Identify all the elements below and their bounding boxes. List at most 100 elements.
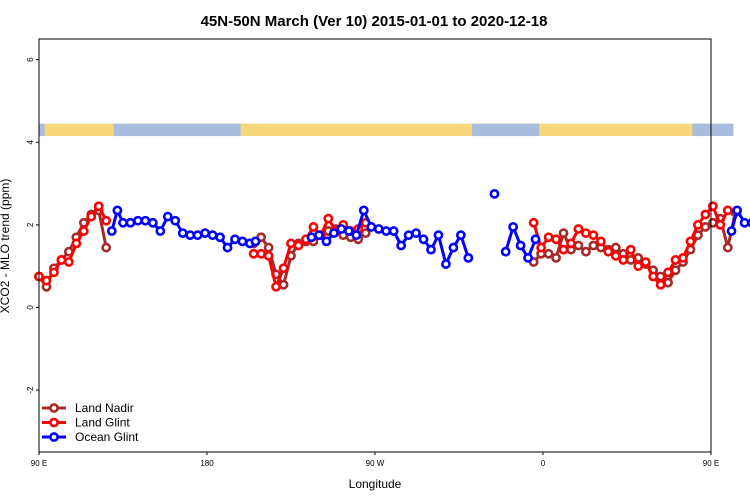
data-point bbox=[455, 230, 466, 241]
data-point bbox=[595, 236, 606, 247]
legend-marker bbox=[49, 403, 59, 413]
data-point bbox=[140, 215, 151, 226]
data-point bbox=[588, 230, 599, 241]
data-point bbox=[360, 228, 371, 239]
series-ocean-glint bbox=[106, 188, 750, 269]
data-point bbox=[192, 230, 203, 241]
data-point bbox=[351, 230, 362, 241]
data-point bbox=[543, 232, 554, 243]
data-point bbox=[558, 244, 569, 255]
data-point bbox=[707, 217, 718, 228]
data-point bbox=[118, 217, 128, 228]
data-point bbox=[248, 248, 259, 259]
data-point bbox=[530, 234, 541, 245]
data-point bbox=[700, 209, 711, 220]
data-point bbox=[732, 205, 743, 216]
data-point bbox=[573, 240, 584, 251]
data-point bbox=[739, 217, 750, 228]
data-point bbox=[101, 215, 112, 226]
data-point bbox=[215, 232, 225, 243]
data-point bbox=[489, 188, 500, 199]
data-point bbox=[573, 224, 584, 234]
data-point bbox=[314, 230, 324, 241]
data-point bbox=[551, 234, 561, 245]
data-point bbox=[678, 252, 688, 263]
y-tick-label: -2 bbox=[26, 386, 35, 394]
data-point bbox=[162, 211, 173, 222]
data-point bbox=[581, 246, 591, 257]
data-point bbox=[358, 205, 369, 216]
x-axis: 90 E 180 90 W 0 90 E bbox=[31, 452, 719, 468]
data-point bbox=[500, 246, 511, 257]
data-point bbox=[633, 261, 644, 272]
data-point bbox=[618, 255, 629, 265]
data-point bbox=[256, 248, 267, 259]
data-point bbox=[230, 234, 240, 245]
data-point bbox=[551, 252, 561, 263]
data-point bbox=[670, 265, 681, 276]
legend-marker bbox=[49, 417, 59, 428]
data-point bbox=[177, 228, 188, 239]
series-line bbox=[38, 204, 108, 283]
data-point bbox=[528, 217, 539, 228]
data-point bbox=[373, 224, 384, 234]
data-point bbox=[112, 205, 123, 216]
data-point bbox=[293, 240, 304, 251]
data-point bbox=[566, 238, 576, 249]
data-point bbox=[101, 242, 112, 253]
data-point bbox=[448, 242, 459, 253]
data-point bbox=[263, 250, 274, 261]
data-point bbox=[543, 248, 554, 259]
data-point bbox=[700, 222, 711, 232]
data-point bbox=[588, 240, 599, 251]
data-point bbox=[515, 240, 526, 251]
data-point bbox=[222, 242, 233, 253]
data-point bbox=[185, 230, 196, 241]
data-point bbox=[433, 230, 444, 241]
band-ocean-segment bbox=[39, 123, 45, 137]
data-point bbox=[670, 255, 681, 265]
data-point bbox=[693, 219, 703, 230]
data-point bbox=[648, 271, 659, 282]
band-ocean-segment bbox=[692, 123, 734, 137]
data-point bbox=[403, 230, 414, 241]
legend-item: Ocean Glint bbox=[42, 430, 139, 444]
x-tick-label: 90 W bbox=[366, 459, 385, 468]
x-tick-label: 0 bbox=[541, 459, 546, 468]
data-point bbox=[610, 242, 621, 253]
data-point bbox=[581, 228, 591, 239]
data-point bbox=[625, 244, 636, 255]
y-tick-label: 2 bbox=[26, 222, 35, 227]
data-point bbox=[63, 257, 74, 267]
data-point bbox=[523, 252, 533, 263]
data-point bbox=[726, 226, 737, 236]
data-point bbox=[536, 242, 547, 253]
data-point bbox=[263, 242, 274, 253]
band-ocean-segment bbox=[472, 123, 540, 137]
data-point bbox=[603, 246, 614, 257]
data-point bbox=[366, 222, 377, 232]
data-point bbox=[125, 217, 136, 228]
data-point bbox=[106, 226, 117, 236]
data-point bbox=[329, 228, 339, 239]
x-axis-label: Longitude bbox=[349, 477, 402, 491]
y-axis: -2 0 2 4 6 bbox=[26, 57, 39, 394]
data-point bbox=[610, 250, 621, 261]
data-point bbox=[508, 222, 519, 232]
data-point bbox=[41, 275, 52, 286]
data-point bbox=[715, 219, 726, 230]
data-point bbox=[86, 211, 97, 222]
legend-label: Land Glint bbox=[75, 416, 130, 430]
data-point bbox=[78, 226, 89, 236]
data-point bbox=[418, 234, 429, 245]
data-point bbox=[707, 201, 718, 212]
data-point bbox=[323, 213, 334, 224]
data-point bbox=[278, 263, 289, 274]
legend-marker bbox=[49, 432, 59, 442]
data-point bbox=[71, 238, 82, 249]
x-tick-label: 180 bbox=[200, 459, 214, 468]
data-point bbox=[56, 255, 67, 265]
band-ocean-segment bbox=[113, 123, 241, 137]
